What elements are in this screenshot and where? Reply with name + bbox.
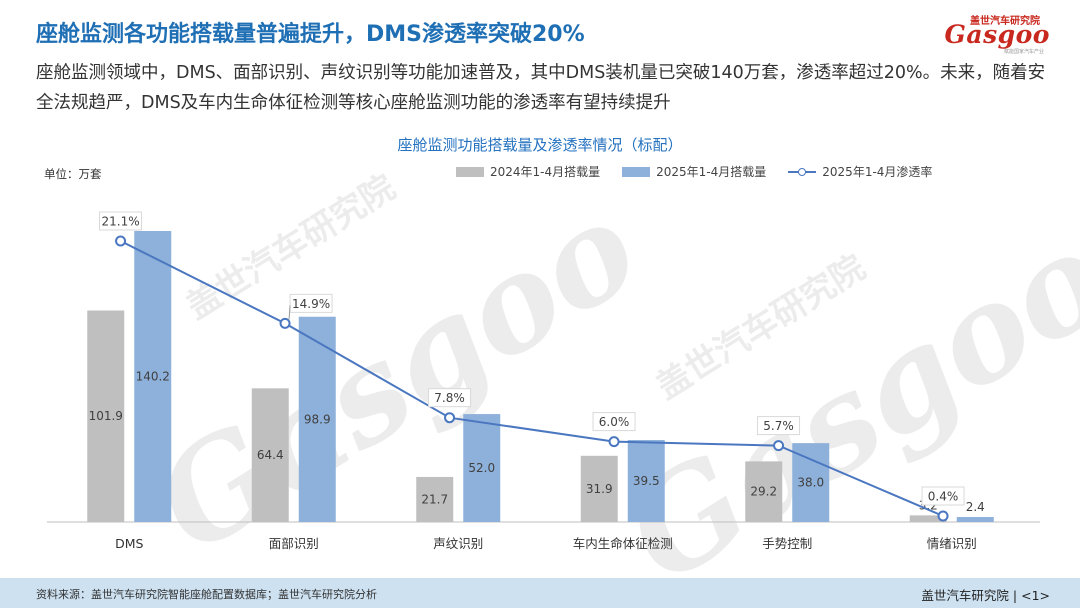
data-label-2025-2: 52.0 (468, 461, 495, 475)
x-tick-label-5: 情绪识别 (927, 536, 977, 551)
bar-2025-0 (134, 231, 172, 522)
footer-right: 盖世汽车研究院 | <1> (921, 585, 1050, 604)
data-label-2024-3: 31.9 (586, 482, 613, 496)
bar-2024-4 (745, 461, 783, 522)
rate-line (120, 240, 944, 517)
rate-label-1: 14.9% (292, 297, 330, 311)
bar-2024-1 (251, 388, 289, 522)
legend-item-rate: 2025年1-4月渗透率 (788, 163, 932, 180)
bar-2025-5 (956, 517, 994, 522)
rate-label-box-5 (921, 486, 965, 506)
rate-label-3: 6.0% (599, 415, 630, 429)
legend-label-2025: 2025年1-4月搭载量 (656, 165, 767, 179)
x-tick-label-4: 手势控制 (762, 536, 812, 551)
data-label-2024-1: 64.4 (257, 448, 284, 462)
rate-label-0: 21.1% (101, 215, 139, 229)
legend-item-2025: 2025年1-4月搭载量 (622, 163, 766, 180)
data-label-2025-4: 38.0 (797, 476, 824, 490)
rate-point-4 (773, 440, 785, 452)
x-tick-label-3: 车内生命体征检测 (573, 536, 673, 551)
rate-label-box-3 (592, 412, 636, 432)
data-label-2025-1: 98.9 (304, 412, 331, 426)
bar-2025-1 (298, 316, 336, 522)
footer-page: <1> (1021, 588, 1050, 603)
rate-label-box-0 (99, 211, 143, 231)
bar-2024-3 (580, 455, 618, 522)
rate-point-5 (937, 510, 949, 522)
rate-point-2 (444, 412, 456, 424)
legend-item-2024: 2024年1-4月搭载量 (456, 163, 600, 180)
unit-label: 单位：万套 (44, 167, 102, 181)
legend-swatch-2024 (456, 166, 484, 177)
data-label-2024-0: 101.9 (89, 409, 123, 423)
rate-label-box-1 (289, 293, 333, 313)
rate-point-0 (115, 235, 127, 247)
legend-swatch-2025 (622, 166, 651, 177)
rate-label-2: 7.8% (434, 391, 465, 405)
bar-2025-3 (627, 440, 665, 522)
rate-label-5: 0.4% (928, 490, 959, 504)
footer-bar: 资料来源：盖世汽车研究院智能座舱配置数据库；盖世汽车研究院分析 盖世汽车研究院 … (0, 578, 1080, 608)
rate-point-3 (608, 436, 620, 448)
chart-title: 座舱监测功能搭载量及渗透率情况（标配） (397, 136, 683, 154)
legend-label-rate: 2025年1-4月渗透率 (822, 165, 933, 179)
logo-tagline: 赋能国家汽车产业 (1003, 49, 1044, 55)
data-label-2025-3: 39.5 (633, 474, 660, 488)
summary-text: 座舱监测领域中，DMS、面部识别、声纹识别等功能加速普及，其中DMS装机量已突破… (36, 63, 1046, 113)
footer-divider: | (1012, 588, 1022, 603)
legend-label-2024: 2024年1-4月搭载量 (490, 165, 601, 179)
legend-swatch-rate (788, 167, 817, 177)
footer-source: 资料来源：盖世汽车研究院智能座舱配置数据库；盖世汽车研究院分析 (36, 588, 377, 601)
bar-2024-5 (909, 515, 947, 522)
rate-point-1 (279, 317, 291, 329)
footer-org: 盖世汽车研究院 (921, 588, 1009, 603)
bar-2025-4 (792, 443, 830, 522)
data-label-2025-5: 2.4 (966, 500, 985, 514)
bar-2024-0 (87, 310, 125, 522)
rate-leader-1 (288, 305, 291, 320)
bar-2024-2 (416, 476, 454, 522)
rate-label-box-4 (757, 416, 801, 436)
x-tick-label-1: 面部识别 (269, 536, 319, 551)
chart-legend: 2024年1-4月搭载量 2025年1-4月搭载量 2025年1-4月渗透率 (456, 163, 954, 180)
rate-label-4: 5.7% (763, 419, 794, 433)
x-tick-label-2: 声纹识别 (433, 536, 483, 551)
bar-2025-2 (463, 414, 501, 522)
data-label-2025-0: 140.2 (136, 370, 170, 384)
x-tick-label-0: DMS (115, 536, 143, 551)
data-label-2024-4: 29.2 (750, 485, 777, 499)
gasgoo-logo: 盖世汽车研究院 Gasgoo 赋能国家汽车产业 (930, 10, 1050, 55)
data-label-2024-2: 21.7 (421, 492, 448, 506)
page-title: 座舱监测各功能搭载量普遍提升，DMS渗透率突破20% (36, 22, 585, 47)
logo-cn-text: 盖世汽车研究院 (970, 16, 1040, 27)
logo-en-text: Gasgoo (944, 20, 1050, 49)
rate-label-box-2 (428, 388, 472, 408)
